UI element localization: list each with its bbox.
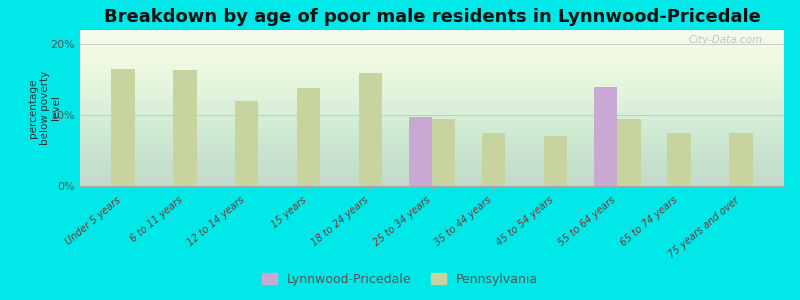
Bar (432, 118, 455, 186)
Bar (729, 133, 753, 186)
Bar (667, 133, 690, 186)
Bar (235, 101, 258, 186)
Bar (297, 88, 320, 186)
Bar (111, 69, 135, 186)
Title: Breakdown by age of poor male residents in Lynnwood-Pricedale: Breakdown by age of poor male residents … (103, 8, 761, 26)
Bar (358, 73, 382, 186)
Bar (174, 70, 197, 186)
Y-axis label: percentage
below poverty
level: percentage below poverty level (28, 71, 62, 145)
Bar (618, 118, 641, 186)
Bar (594, 87, 618, 186)
Bar (409, 116, 432, 186)
Legend: Lynnwood-Pricedale, Pennsylvania: Lynnwood-Pricedale, Pennsylvania (258, 268, 542, 291)
Text: City-Data.com: City-Data.com (689, 35, 763, 45)
Bar (482, 133, 506, 186)
Bar (544, 136, 567, 186)
